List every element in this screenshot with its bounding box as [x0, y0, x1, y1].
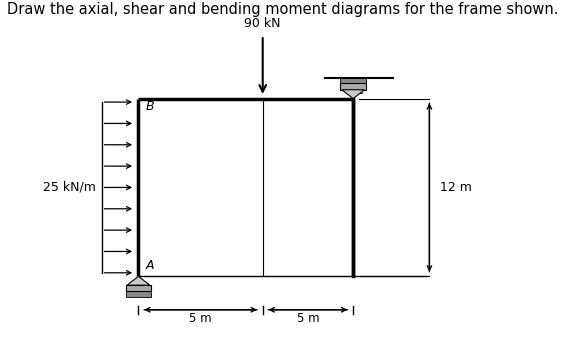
Polygon shape — [342, 90, 364, 99]
Polygon shape — [125, 291, 151, 297]
Text: 12 m: 12 m — [440, 181, 471, 194]
Polygon shape — [340, 83, 366, 90]
Text: 90 kN: 90 kN — [245, 17, 281, 30]
Text: Draw the axial, shear and bending moment diagrams for the frame shown.: Draw the axial, shear and bending moment… — [7, 2, 558, 17]
Text: 5 m: 5 m — [189, 312, 212, 325]
Polygon shape — [340, 78, 366, 83]
Text: B: B — [146, 100, 154, 113]
Text: A: A — [146, 259, 154, 272]
Polygon shape — [125, 285, 151, 291]
Polygon shape — [127, 276, 150, 285]
Text: 5 m: 5 m — [297, 312, 319, 325]
Text: C: C — [356, 84, 364, 97]
Text: 25 kN/m: 25 kN/m — [43, 181, 96, 194]
